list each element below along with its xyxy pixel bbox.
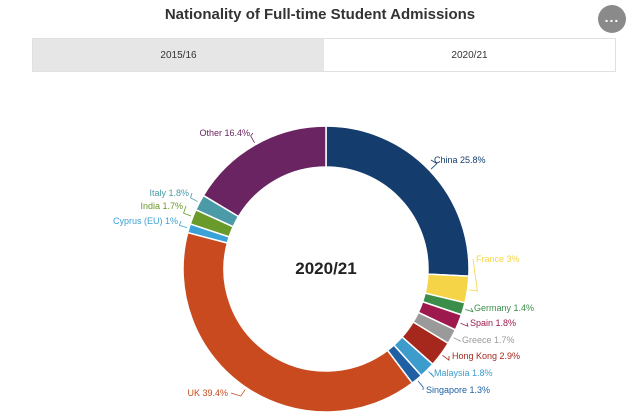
slice-label: India 1.7% (140, 201, 183, 211)
slice-connector (190, 192, 198, 202)
donut-slice[interactable] (325, 125, 470, 277)
slice-connector (178, 220, 188, 229)
slice-connector (430, 159, 438, 170)
slice-label: China 25.8% (434, 155, 486, 165)
slice-label: Greece 1.7% (462, 335, 515, 345)
slice-label: Malaysia 1.8% (434, 368, 493, 378)
slice-connector (442, 355, 450, 361)
slice-connector (460, 322, 469, 327)
donut-center-label: 2020/21 (295, 259, 356, 278)
slice-connector (453, 337, 462, 342)
donut-slice[interactable] (202, 125, 327, 218)
slice-label: Other 16.4% (199, 128, 250, 138)
slice-connector (230, 389, 246, 397)
slice-connector (428, 371, 435, 378)
slice-label: Germany 1.4% (474, 303, 534, 313)
slice-label: Singapore 1.3% (426, 385, 490, 395)
slice-label: Cyprus (EU) 1% (113, 216, 178, 226)
year-tabs: 2015/16 2020/21 (32, 38, 616, 72)
slice-connector (250, 132, 255, 144)
slice-label: Spain 1.8% (470, 318, 516, 328)
donut-slice[interactable] (182, 231, 414, 413)
slice-label: France 3% (476, 254, 520, 264)
slice-label: Italy 1.8% (149, 188, 189, 198)
slice-label: UK 39.4% (187, 388, 228, 398)
slice-connector (465, 307, 474, 313)
slice-connector (469, 258, 478, 292)
tab-2020-21[interactable]: 2020/21 (324, 39, 615, 71)
more-options-button[interactable]: ... (598, 5, 626, 33)
slice-connector (417, 380, 424, 391)
tab-2015-16[interactable]: 2015/16 (33, 39, 324, 71)
ellipsis-icon: ... (604, 9, 620, 25)
tab-2015-16-label: 2015/16 (160, 49, 197, 61)
chart-title: Nationality of Full-time Student Admissi… (164, 6, 476, 23)
slice-label: Hong Kong 2.9% (452, 351, 520, 361)
slice-connector (183, 205, 192, 217)
tab-2020-21-label: 2020/21 (451, 49, 488, 61)
